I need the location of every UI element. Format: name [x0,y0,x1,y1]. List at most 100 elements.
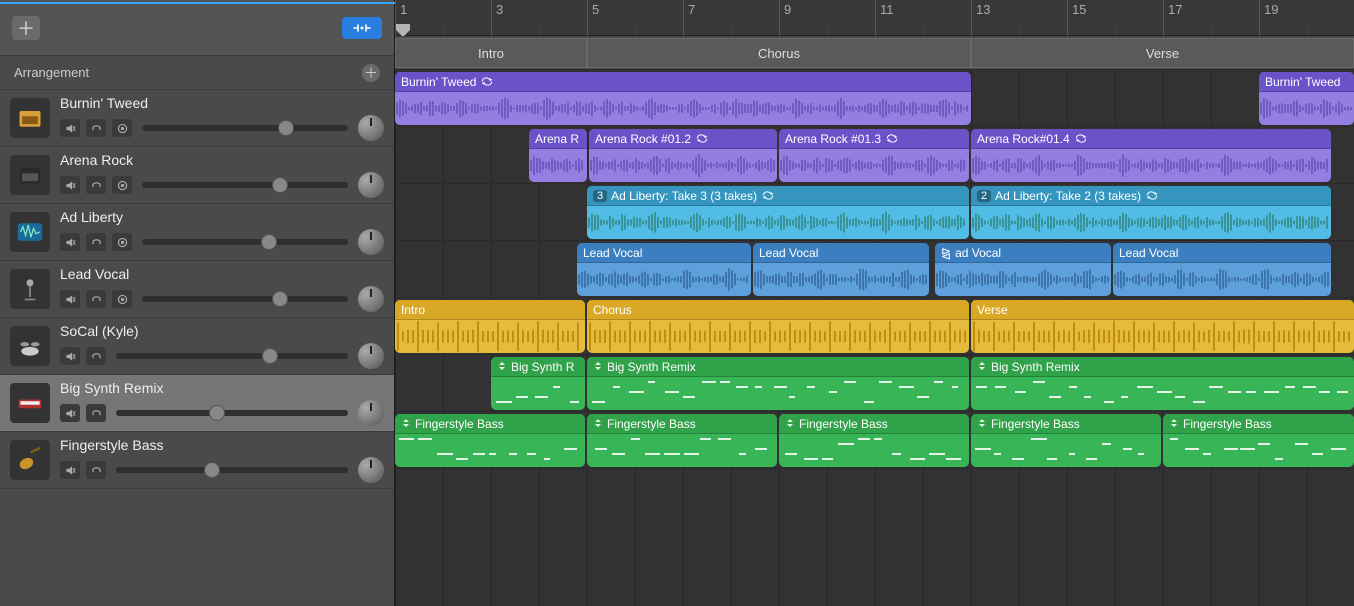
region-body [935,263,1111,296]
region[interactable]: Burnin' Tweed [395,72,971,125]
region-body [491,377,585,410]
volume-slider[interactable] [142,296,348,302]
ruler-bar-label: 5 [587,0,603,36]
region-label: Ad Liberty: Take 3 (3 takes) [611,189,757,203]
record-enable-button[interactable] [112,290,132,308]
track-icon [10,326,50,366]
pan-knob[interactable] [358,115,384,141]
track-header[interactable]: Burnin' Tweed [0,90,394,147]
region[interactable]: Fingerstyle Bass [395,414,585,467]
region[interactable]: Big Synth Remix [971,357,1354,410]
region[interactable]: Arena Rock#01.4 [971,129,1331,182]
region[interactable]: 3 Ad Liberty: Take 3 (3 takes) [587,186,969,239]
volume-slider[interactable] [142,239,348,245]
track-header[interactable]: Lead Vocal [0,261,394,318]
region-body [1259,92,1354,125]
solo-button[interactable] [86,119,106,137]
region[interactable]: Fingerstyle Bass [587,414,777,467]
region[interactable]: ⧎ad Vocal [935,243,1111,296]
region[interactable]: 2Ad Liberty: Take 2 (3 takes) [971,186,1331,239]
timeline-track-row[interactable]: 3 Ad Liberty: Take 3 (3 takes) 2Ad Liberty… [395,184,1354,241]
timeline-track-row[interactable]: IntroChorusVerse [395,298,1354,355]
volume-slider[interactable] [142,125,348,131]
mute-button[interactable] [60,347,80,365]
region[interactable]: Arena R [529,129,587,182]
track-header[interactable]: Big Synth Remix [0,375,394,432]
pan-knob[interactable] [358,286,384,312]
expand-icon [977,417,987,431]
master-filter-button[interactable] [342,17,382,39]
pan-knob[interactable] [358,172,384,198]
record-enable-button[interactable] [112,233,132,251]
timeline-track-row[interactable]: Big Synth RBig Synth RemixBig Synth Remi… [395,355,1354,412]
solo-button[interactable] [86,290,106,308]
take-badge: 3 [593,190,607,202]
region[interactable]: Fingerstyle Bass [779,414,969,467]
region[interactable]: Lead Vocal [577,243,751,296]
solo-button[interactable] [86,347,106,365]
pan-knob[interactable] [358,343,384,369]
mute-button[interactable] [60,176,80,194]
pan-knob[interactable] [358,229,384,255]
region-body [395,434,585,467]
arrangement-marker[interactable]: Verse [971,38,1354,68]
solo-button[interactable] [86,233,106,251]
volume-slider[interactable] [116,353,348,359]
add-track-button[interactable]: ＋ [12,16,40,40]
region[interactable]: Burnin' Tweed [1259,72,1354,125]
pan-knob[interactable] [358,400,384,426]
volume-slider[interactable] [116,467,348,473]
region[interactable]: Arena Rock #01.3 [779,129,969,182]
region[interactable]: Intro [395,300,585,353]
region-body [587,434,777,467]
ruler-bar-label: 9 [779,0,795,36]
region[interactable]: Big Synth R [491,357,585,410]
expand-icon [785,417,795,431]
volume-slider[interactable] [142,182,348,188]
region[interactable]: Lead Vocal [1113,243,1331,296]
arrangement-track[interactable]: IntroChorusVerse [395,36,1354,70]
arrangement-marker[interactable]: Intro [395,38,587,68]
pan-knob[interactable] [358,457,384,483]
region[interactable]: Verse [971,300,1354,353]
solo-button[interactable] [86,461,106,479]
mute-button[interactable] [60,461,80,479]
solo-button[interactable] [86,404,106,422]
region[interactable]: Fingerstyle Bass [1163,414,1354,467]
solo-button[interactable] [86,176,106,194]
mute-button[interactable] [60,119,80,137]
expand-icon [593,360,603,374]
region-label: Lead Vocal [1119,246,1178,260]
timeline-track-row[interactable]: Fingerstyle BassFingerstyle BassFingerst… [395,412,1354,469]
track-header[interactable]: Fingerstyle Bass [0,432,394,489]
timeline-track-row[interactable]: Lead Vocal Lead Vocal ⧎ad Vocal Lead Vocal [395,241,1354,298]
region[interactable]: Chorus [587,300,969,353]
track-name-label: Ad Liberty [60,209,384,225]
record-enable-button[interactable] [112,176,132,194]
mute-button[interactable] [60,290,80,308]
track-header[interactable]: SoCal (Kyle) [0,318,394,375]
region[interactable]: Lead Vocal [753,243,929,296]
region[interactable]: Arena Rock #01.2 [589,129,777,182]
mute-button[interactable] [60,233,80,251]
timeline-track-row[interactable]: Burnin' Tweed Burnin' Tweed [395,70,1354,127]
mute-button[interactable] [60,404,80,422]
add-arrangement-button[interactable]: ＋ [362,64,380,82]
region-header: Big Synth R [491,357,585,377]
region-label: Arena R [535,132,579,146]
region-label: Lead Vocal [583,246,642,260]
region[interactable]: Big Synth Remix [587,357,969,410]
arrangement-marker[interactable]: Chorus [587,38,971,68]
timeline-track-row[interactable]: Arena R Arena Rock #01.2Arena Rock #01.3A… [395,127,1354,184]
region-label: Lead Vocal [759,246,818,260]
region[interactable]: Fingerstyle Bass [971,414,1161,467]
track-header[interactable]: Arena Rock [0,147,394,204]
volume-slider[interactable] [116,410,348,416]
timeline-area[interactable]: 135791113151719 IntroChorusVerse Burnin'… [395,0,1354,606]
region-label: Fingerstyle Bass [607,417,696,431]
record-enable-button[interactable] [112,119,132,137]
region-body [1113,263,1331,296]
ruler[interactable]: 135791113151719 [395,0,1354,36]
expand-icon [593,417,603,431]
track-header[interactable]: Ad Liberty [0,204,394,261]
